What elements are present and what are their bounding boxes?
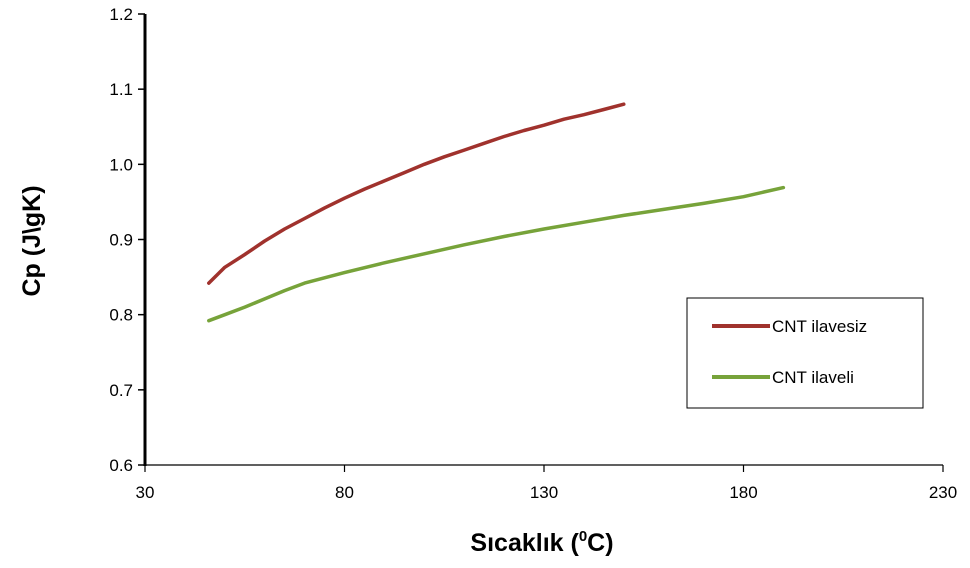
y-tick-label: 0.7	[109, 381, 133, 400]
y-tick-label: 0.6	[109, 456, 133, 475]
x-tick-label: 30	[136, 483, 155, 502]
y-tick-label: 0.8	[109, 306, 133, 325]
y-tick-label: 1.1	[109, 80, 133, 99]
x-tick-label: 230	[929, 483, 957, 502]
x-axis-title: Sıcaklık (0C)	[470, 528, 613, 557]
series-line-cnt-ilaveli	[207, 185, 786, 323]
legend-box	[686, 297, 924, 409]
legend-label-cnt-ilavesiz: CNT ilavesiz	[772, 317, 867, 336]
y-ticks: 0.6 0.7 0.8 0.9 1.0 1.1 1.2	[109, 5, 145, 475]
x-tick-label: 130	[530, 483, 558, 502]
x-tick-label: 80	[335, 483, 354, 502]
series-line-cnt-ilavesiz	[207, 102, 626, 285]
x-tick-label: 180	[729, 483, 757, 502]
y-tick-label: 1.0	[109, 155, 133, 174]
y-axis-title: Cp (J\gK)	[18, 185, 46, 296]
y-tick-label: 0.9	[109, 231, 133, 250]
legend-label-cnt-ilaveli: CNT ilaveli	[772, 368, 854, 387]
plot-area: 0.6 0.7 0.8 0.9 1.0 1.1 1.2 30 80 130 180 230	[109, 5, 957, 502]
x-axis-title-unit: C)	[587, 529, 613, 557]
legend: CNT ilavesiz CNT ilaveli	[686, 297, 924, 409]
x-ticks: 30 80 130 180 230	[136, 465, 957, 502]
y-tick-label: 1.2	[109, 5, 133, 24]
series-group	[207, 102, 786, 323]
x-axis-title-superscript: 0	[579, 528, 587, 545]
x-axis-title-main: Sıcaklık (	[470, 529, 579, 557]
